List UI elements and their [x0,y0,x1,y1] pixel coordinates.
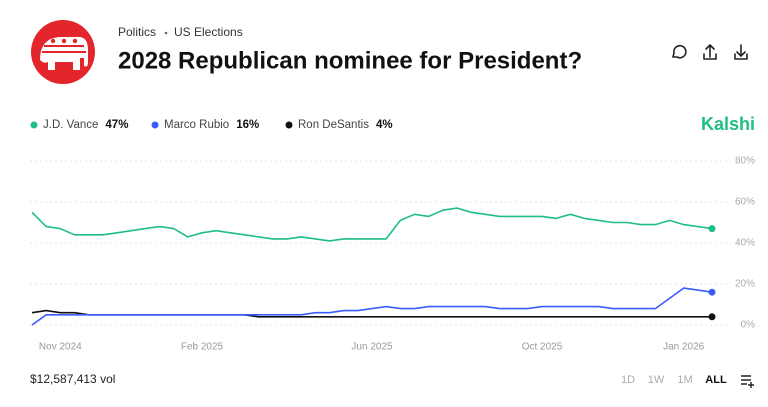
page-title: 2028 Republican nominee for President? [118,47,582,74]
legend-swatch [30,121,38,129]
breadcrumb[interactable]: US Elections [174,25,243,39]
legend-swatch [285,121,293,129]
y-tick-label: 0% [741,320,756,331]
legend-value: 16% [236,119,259,131]
x-tick-label: Jan 2026 [663,342,705,353]
x-tick-label: Nov 2024 [39,342,82,353]
x-tick-label: Oct 2025 [522,342,563,353]
range-button[interactable]: 1D [621,374,635,386]
y-tick-label: 60% [735,197,755,208]
download-icon[interactable] [734,44,748,60]
range-button[interactable]: 1W [648,374,665,386]
comment-icon[interactable] [672,44,687,59]
series-line [31,207,713,242]
range-button[interactable]: ALL [705,374,727,386]
end-dot [708,288,716,296]
legend-value: 47% [105,119,128,131]
y-tick-label: 40% [735,238,755,249]
end-dot [708,225,716,233]
x-tick-label: Jun 2025 [351,342,393,353]
x-tick-label: Feb 2025 [181,342,224,353]
range-button[interactable]: 1M [677,374,692,386]
breadcrumb[interactable]: Politics [118,25,156,39]
legend-label: J.D. Vance [43,119,98,131]
legend-value: 4% [376,119,393,131]
y-tick-label: 20% [735,279,755,290]
series-line [31,287,713,326]
series-line [31,309,712,318]
share-icon[interactable] [703,44,717,60]
legend-swatch [151,121,159,129]
brand[interactable]: Kalshi [701,114,755,134]
options-icon[interactable] [741,375,754,388]
legend-label: Ron DeSantis [298,119,369,131]
logo [31,20,95,84]
y-tick-label: 80% [735,156,755,167]
end-dot [708,313,716,321]
legend-label: Marco Rubio [164,119,229,131]
separator [164,31,168,35]
volume: $12,587,413 vol [30,372,115,386]
